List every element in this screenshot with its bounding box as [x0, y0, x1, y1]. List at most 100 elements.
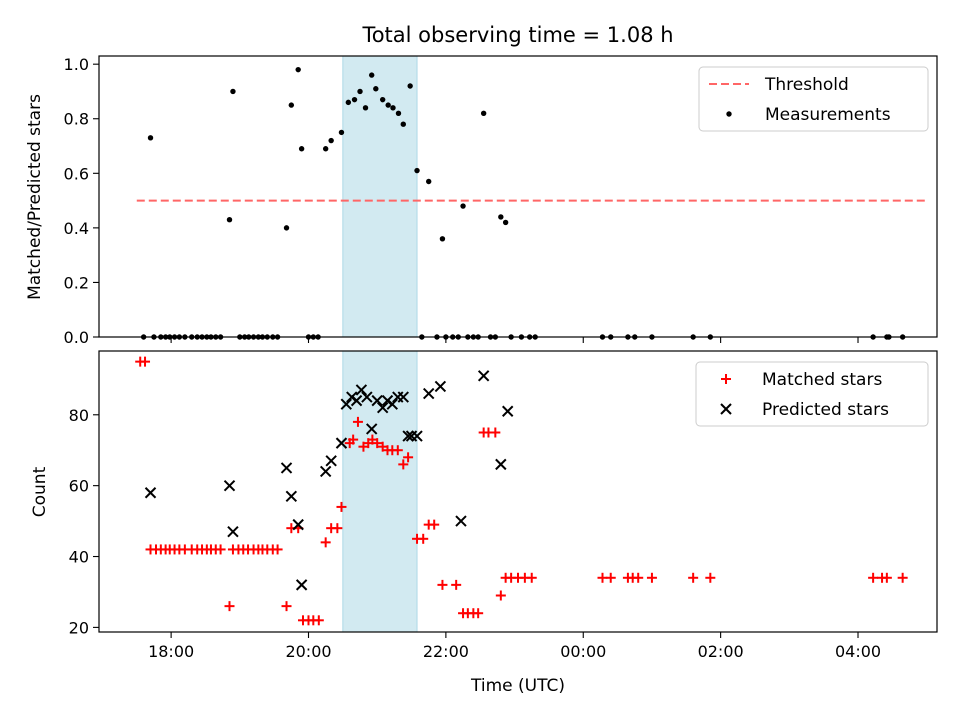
predicted-star-marker — [361, 391, 373, 403]
matched-star-marker — [320, 537, 331, 548]
ratio-panel: Total observing time = 1.08 h Matched/Pr… — [25, 23, 938, 347]
y-tick-label: 60 — [69, 477, 89, 496]
legend-label: Threshold — [764, 75, 849, 95]
matched-star-marker — [688, 572, 699, 583]
predicted-star-marker — [325, 455, 337, 467]
measurement-point — [298, 146, 305, 152]
matched-star-marker — [526, 572, 537, 583]
matched-star-marker — [490, 427, 501, 438]
measurement-point — [322, 146, 329, 152]
predicted-star-marker — [295, 579, 308, 591]
measurement-point — [373, 86, 379, 92]
matched-star-marker — [336, 501, 347, 512]
matched-star-marker — [473, 608, 484, 619]
matched-star-marker — [392, 445, 403, 456]
measurement-point — [357, 88, 363, 95]
measurement-point — [230, 88, 236, 95]
measurement-point — [345, 99, 352, 106]
matched-star-marker — [705, 572, 716, 583]
measurement-point — [283, 225, 290, 231]
matched-star-marker — [372, 438, 383, 449]
matched-star-marker — [605, 572, 616, 583]
matched-star-marker — [215, 544, 226, 555]
predicted-star-marker — [144, 487, 157, 499]
y-tick-label: 0.2 — [64, 273, 89, 292]
legend-label: Measurements — [765, 105, 891, 125]
legend-box — [695, 361, 929, 427]
x-tick-label: 02:00 — [698, 642, 744, 661]
measurement-point — [407, 83, 413, 89]
predicted-star-marker — [386, 398, 399, 410]
measurement-point — [395, 110, 402, 116]
legend-measurement-swatch — [726, 111, 732, 117]
predicted-star-marker — [422, 387, 435, 400]
x-tick-label: 22:00 — [423, 642, 469, 661]
x-tick-label: 00:00 — [560, 642, 606, 661]
observing-window-band — [342, 55, 418, 338]
y-tick-label: 1.0 — [64, 55, 89, 74]
count-plot-frame — [98, 350, 938, 633]
measurement-point — [385, 102, 391, 108]
predicted-star-marker — [455, 515, 467, 527]
measurement-point — [390, 105, 396, 111]
predicted-star-marker — [397, 391, 409, 403]
matched-star-marker — [403, 452, 414, 463]
predicted-star-marker — [501, 405, 514, 417]
legend-count: Matched stars Predicted stars — [695, 361, 929, 427]
x-axis-label: Time (UTC) — [470, 676, 565, 696]
predicted-star-marker — [376, 401, 389, 414]
matched-star-marker — [418, 533, 429, 544]
measurement-point — [351, 96, 358, 103]
matched-star-marker — [868, 572, 879, 583]
matched-star-marker — [352, 416, 363, 427]
predicted-star-marker — [434, 380, 447, 393]
measurement-point — [426, 178, 432, 185]
matched-star-marker — [451, 579, 462, 590]
measurement-point — [288, 102, 295, 108]
matched-star-marker — [332, 523, 343, 534]
measurement-point — [368, 72, 375, 78]
measurement-point — [226, 216, 233, 223]
predicted-star-marker — [411, 430, 423, 442]
measurement-point — [362, 105, 369, 111]
measurement-point — [502, 219, 509, 226]
matched-star-marker — [398, 459, 409, 470]
predicted-star-marker — [335, 437, 348, 449]
predicted-star-marker — [285, 490, 298, 502]
predicted-star-marker — [477, 370, 490, 382]
x-tick-label: 18:00 — [148, 642, 194, 661]
measurement-point — [328, 137, 334, 144]
legend-predicted-swatch — [720, 403, 732, 415]
measurement-point — [338, 129, 345, 136]
y-tick-label: 0.6 — [64, 164, 89, 183]
measurement-point — [414, 167, 420, 174]
matched-star-marker — [881, 572, 892, 583]
y-axis-label-ratio: Matched/Predicted stars — [25, 94, 45, 300]
y-tick-label: 0.0 — [64, 328, 89, 347]
measurement-point — [480, 110, 487, 116]
y-tick-label: 0.8 — [64, 110, 89, 129]
legend-box — [698, 66, 929, 132]
measurement-point — [400, 121, 406, 127]
count-panel: Count Time (UTC) 20 40 60 80 18:00 20:00 22:00… — [30, 350, 938, 696]
predicted-star-marker — [495, 458, 507, 471]
matched-star-marker — [224, 601, 235, 612]
predicted-star-marker — [223, 479, 236, 492]
matched-star-marker — [897, 572, 908, 583]
predicted-star-marker — [365, 423, 378, 435]
y-tick-label: 80 — [69, 406, 89, 425]
predicted-star-marker — [280, 462, 293, 474]
predicted-star-marker — [355, 384, 368, 396]
matched-star-marker — [437, 579, 448, 590]
measurement-point — [147, 135, 154, 141]
predicted-star-marker — [292, 518, 304, 531]
y-tick-label: 0.4 — [64, 219, 89, 238]
legend-label: Predicted stars — [762, 400, 889, 420]
y-tick-label: 40 — [69, 548, 89, 567]
predicted-star-marker — [227, 526, 239, 538]
measurement-point — [439, 236, 446, 242]
predicted-star-marker — [350, 394, 363, 407]
measurement-point — [498, 214, 504, 220]
matched-star-marker — [313, 615, 324, 626]
